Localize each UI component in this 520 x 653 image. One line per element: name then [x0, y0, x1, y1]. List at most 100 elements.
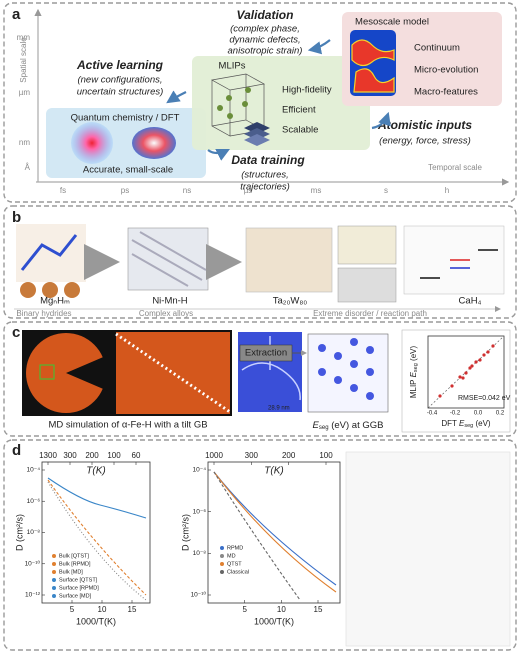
panel-label: d [12, 442, 21, 459]
tick-label: 300 [245, 451, 259, 460]
legend-marker [220, 562, 224, 566]
structure-image [337, 267, 397, 303]
box-title: Quantum chemistry / DFT [71, 113, 180, 124]
tick-label: 10 [98, 605, 107, 614]
legend-marker [52, 586, 56, 590]
tick-label: 200 [282, 451, 296, 460]
tick-label: ps [121, 186, 129, 195]
tick-label: -0.4 [427, 411, 438, 417]
cluster-image [20, 282, 80, 298]
tick-label: nm [19, 138, 30, 147]
label-part: (eV) [473, 419, 491, 428]
tick-label: µm [19, 88, 31, 97]
tick-label: 0.0 [474, 411, 483, 417]
tick-label: 10⁻⁸ [27, 529, 41, 536]
curve [47, 479, 147, 596]
legend-marker [52, 594, 56, 598]
caption-part: (eV) at GGB [329, 420, 384, 431]
tick-label: 10 [277, 605, 286, 614]
flow-arrows [166, 39, 391, 161]
label-part: seg [464, 423, 473, 429]
tick-label: h [445, 186, 449, 195]
curve [47, 477, 147, 519]
tick-label: 5 [242, 605, 247, 614]
plot-frame [207, 461, 341, 604]
tick-label: 60 [132, 451, 141, 460]
annotation-title: Validation [237, 8, 294, 22]
curve [213, 471, 337, 586]
panel-label: a [12, 6, 21, 23]
annotation-title: Active learning [76, 58, 164, 72]
legend-marker [52, 578, 56, 582]
panel-border [3, 2, 517, 203]
system-label: Ta₂₀W₈₀ [273, 296, 308, 307]
label-part: MLIP [409, 377, 418, 398]
tick-label: mm [17, 33, 31, 42]
rmse: RMSE=0.042 eV [458, 395, 511, 402]
stage-label: Binary hydrides [16, 309, 71, 318]
tick-label: 10⁻⁶ [193, 508, 207, 515]
axis-title: DFT Eseg (eV) [441, 419, 491, 429]
annotation: trajectories) [240, 182, 290, 193]
tick-label: ms [311, 186, 322, 195]
caption-part: seg [319, 425, 329, 431]
molecule [132, 127, 176, 159]
layer-icon [244, 122, 270, 146]
tick-label: fs [60, 186, 66, 195]
md-image [66, 355, 108, 391]
axis-title: D (cm²/s) [14, 514, 24, 551]
annotation: (complex phase, [230, 24, 300, 35]
axis-title: 1000/T(K) [254, 616, 294, 626]
legend-marker [220, 554, 224, 558]
energy-levels [420, 249, 498, 279]
curve [47, 481, 147, 601]
atoms [217, 87, 251, 119]
panel-border [3, 321, 517, 437]
system-label: Ni-Mn-H [152, 296, 187, 307]
tick-label: 15 [314, 605, 323, 614]
feature: Scalable [282, 125, 318, 136]
legend-marker [52, 570, 56, 574]
caption-part: E [313, 420, 320, 431]
grain-boundary [115, 332, 231, 414]
legend-marker [220, 546, 224, 550]
annotation: uncertain structures) [77, 87, 164, 98]
annotation-title: Atomistic inputs [377, 118, 472, 132]
tick-label: 10⁻¹⁰ [25, 559, 41, 567]
tick-label: Å [25, 163, 31, 172]
panel-border [3, 205, 517, 319]
plot-frame [427, 335, 505, 409]
tick-label: 10⁻⁸ [193, 550, 207, 557]
tick-label: 0.2 [496, 411, 505, 417]
feature: High-fidelity [282, 85, 332, 96]
feature: Continuum [414, 43, 460, 54]
annotation: dynamic defects, [229, 35, 300, 46]
structure-image [337, 225, 397, 265]
tick-label: 10⁻¹² [25, 592, 41, 599]
curve [213, 471, 337, 593]
stage-label: Extreme disorder / reaction path [313, 309, 427, 318]
md-zoom [116, 332, 230, 414]
tick-label: s [384, 186, 388, 195]
box-title: Mesoscale model [355, 17, 429, 28]
structure-image [131, 231, 207, 287]
box-caption: Accurate, small-scale [83, 165, 173, 176]
label-part: (eV) [409, 346, 418, 364]
axis-title: Temporal scale [428, 163, 482, 172]
tick-label: 300 [63, 451, 77, 460]
tick-label: 10⁻⁴ [27, 467, 41, 474]
axis-title: D (cm²/s) [180, 514, 190, 551]
electron-cloud [71, 122, 113, 164]
legend-entry: Surface [QTST] [59, 577, 98, 583]
panel-label: c [12, 324, 20, 341]
axis-title: T(K) [86, 466, 105, 477]
annotation: (energy, force, stress) [379, 136, 471, 147]
tick-label: ns [183, 186, 191, 195]
eseg-atoms [318, 338, 374, 400]
panel-border [3, 439, 517, 651]
microstructure-phase [351, 39, 395, 93]
legend-entry: Surface [MD] [59, 593, 92, 599]
legend-marker [220, 570, 224, 574]
tick-label: 1000 [205, 451, 223, 460]
